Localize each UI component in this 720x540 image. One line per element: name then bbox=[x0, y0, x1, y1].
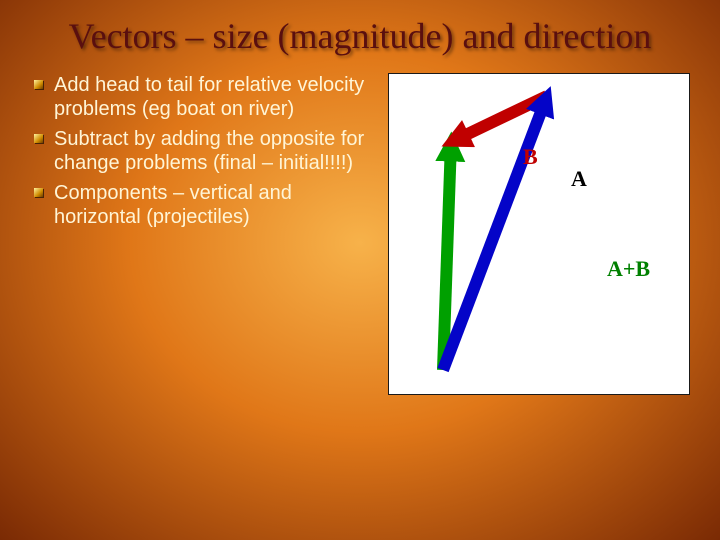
slide: Vectors – size (magnitude) and direction… bbox=[0, 0, 720, 540]
vector-label-A: A bbox=[571, 166, 587, 192]
vector-svg bbox=[389, 74, 689, 394]
vector-diagram: B A A+B bbox=[388, 73, 690, 395]
list-item: Add head to tail for relative velocity p… bbox=[30, 73, 380, 127]
body-area: Add head to tail for relative velocity p… bbox=[0, 69, 720, 395]
title-area: Vectors – size (magnitude) and direction bbox=[0, 0, 720, 69]
slide-title: Vectors – size (magnitude) and direction bbox=[60, 16, 660, 57]
list-item: Components – vertical and horizontal (pr… bbox=[30, 181, 380, 235]
bullet-list: Add head to tail for relative velocity p… bbox=[30, 73, 380, 235]
list-item: Subtract by adding the opposite for chan… bbox=[30, 127, 380, 181]
vector-label-AplusB: A+B bbox=[607, 256, 650, 282]
vector-label-B: B bbox=[523, 144, 538, 170]
